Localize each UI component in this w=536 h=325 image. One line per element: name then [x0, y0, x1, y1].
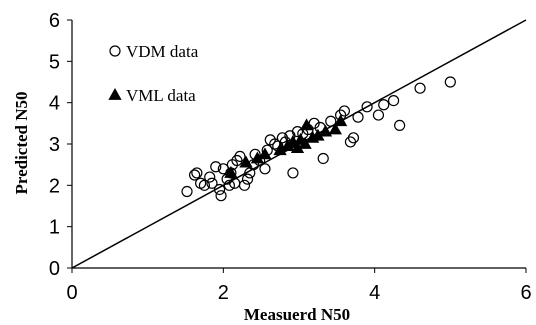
vml-data-point — [318, 124, 333, 137]
y-tick-label: 4 — [49, 93, 60, 115]
legend: VDM data VML data — [108, 42, 199, 105]
axes: 0 2 4 6 0 1 2 3 4 5 6 — [49, 10, 532, 304]
x-axis-title: Measuerd N50 — [244, 305, 350, 324]
vdm-data-point — [181, 185, 193, 198]
vml-data-point — [258, 147, 272, 160]
y-tick-label: 3 — [49, 134, 60, 156]
vml-data-point — [311, 128, 325, 141]
vml-data-point — [273, 143, 287, 156]
x-tick-label: 0 — [66, 282, 77, 304]
vdm-data-point — [338, 105, 350, 117]
vdm-data-point — [241, 173, 254, 185]
legend-label: VML data — [126, 86, 196, 105]
vml-data-point — [224, 165, 238, 178]
vdm-data-point — [394, 119, 406, 132]
vdm-data-point — [223, 179, 235, 191]
vdm-data-point — [287, 167, 299, 179]
vml-data-point — [299, 118, 314, 131]
vdm-data-point — [352, 111, 364, 123]
data-points — [181, 76, 456, 202]
vml-data-point — [250, 151, 265, 164]
y-axis-title: Predicted N50 — [12, 91, 31, 194]
y-tick-label: 2 — [49, 175, 60, 197]
vdm-data-point — [387, 94, 400, 107]
vdm-data-point — [372, 109, 385, 121]
vdm-data-point — [291, 126, 304, 138]
vdm-data-point — [361, 101, 373, 113]
legend-vml-marker — [108, 88, 122, 100]
vdm-data-point — [444, 76, 456, 88]
vml-data-point — [328, 122, 342, 135]
vdm-data-point — [259, 163, 271, 175]
x-tick-label: 4 — [369, 282, 380, 304]
vml-data-point — [333, 114, 348, 127]
vdm-data-point — [215, 190, 227, 202]
vdm-data-point — [210, 161, 222, 173]
y-tick-label: 0 — [49, 258, 60, 280]
vdm-data-point — [213, 183, 226, 196]
vdm-data-point — [191, 167, 203, 179]
y-tick-label: 1 — [49, 217, 60, 239]
legend-vdm-marker — [109, 45, 121, 57]
x-tick-label: 6 — [520, 282, 531, 304]
vml-data-point — [239, 155, 253, 168]
vdm-data-point — [188, 169, 201, 181]
vdm-data-point — [198, 179, 211, 191]
vdm-data-point — [238, 179, 251, 191]
vdm-data-point — [206, 177, 218, 189]
vdm-data-point — [325, 115, 337, 127]
vdm-data-point — [234, 150, 246, 162]
vml-data-point — [298, 137, 312, 149]
x-tick-label: 2 — [218, 282, 229, 304]
vdm-data-point — [378, 99, 390, 111]
vdm-data-point — [317, 152, 329, 165]
vdm-data-point — [347, 132, 360, 144]
vdm-data-point — [204, 171, 216, 183]
vml-data-point — [290, 141, 305, 154]
y-tick-label: 5 — [49, 51, 60, 73]
y-tick-label: 6 — [49, 10, 60, 32]
vdm-data-point — [414, 82, 426, 94]
legend-label: VDM data — [126, 42, 199, 61]
